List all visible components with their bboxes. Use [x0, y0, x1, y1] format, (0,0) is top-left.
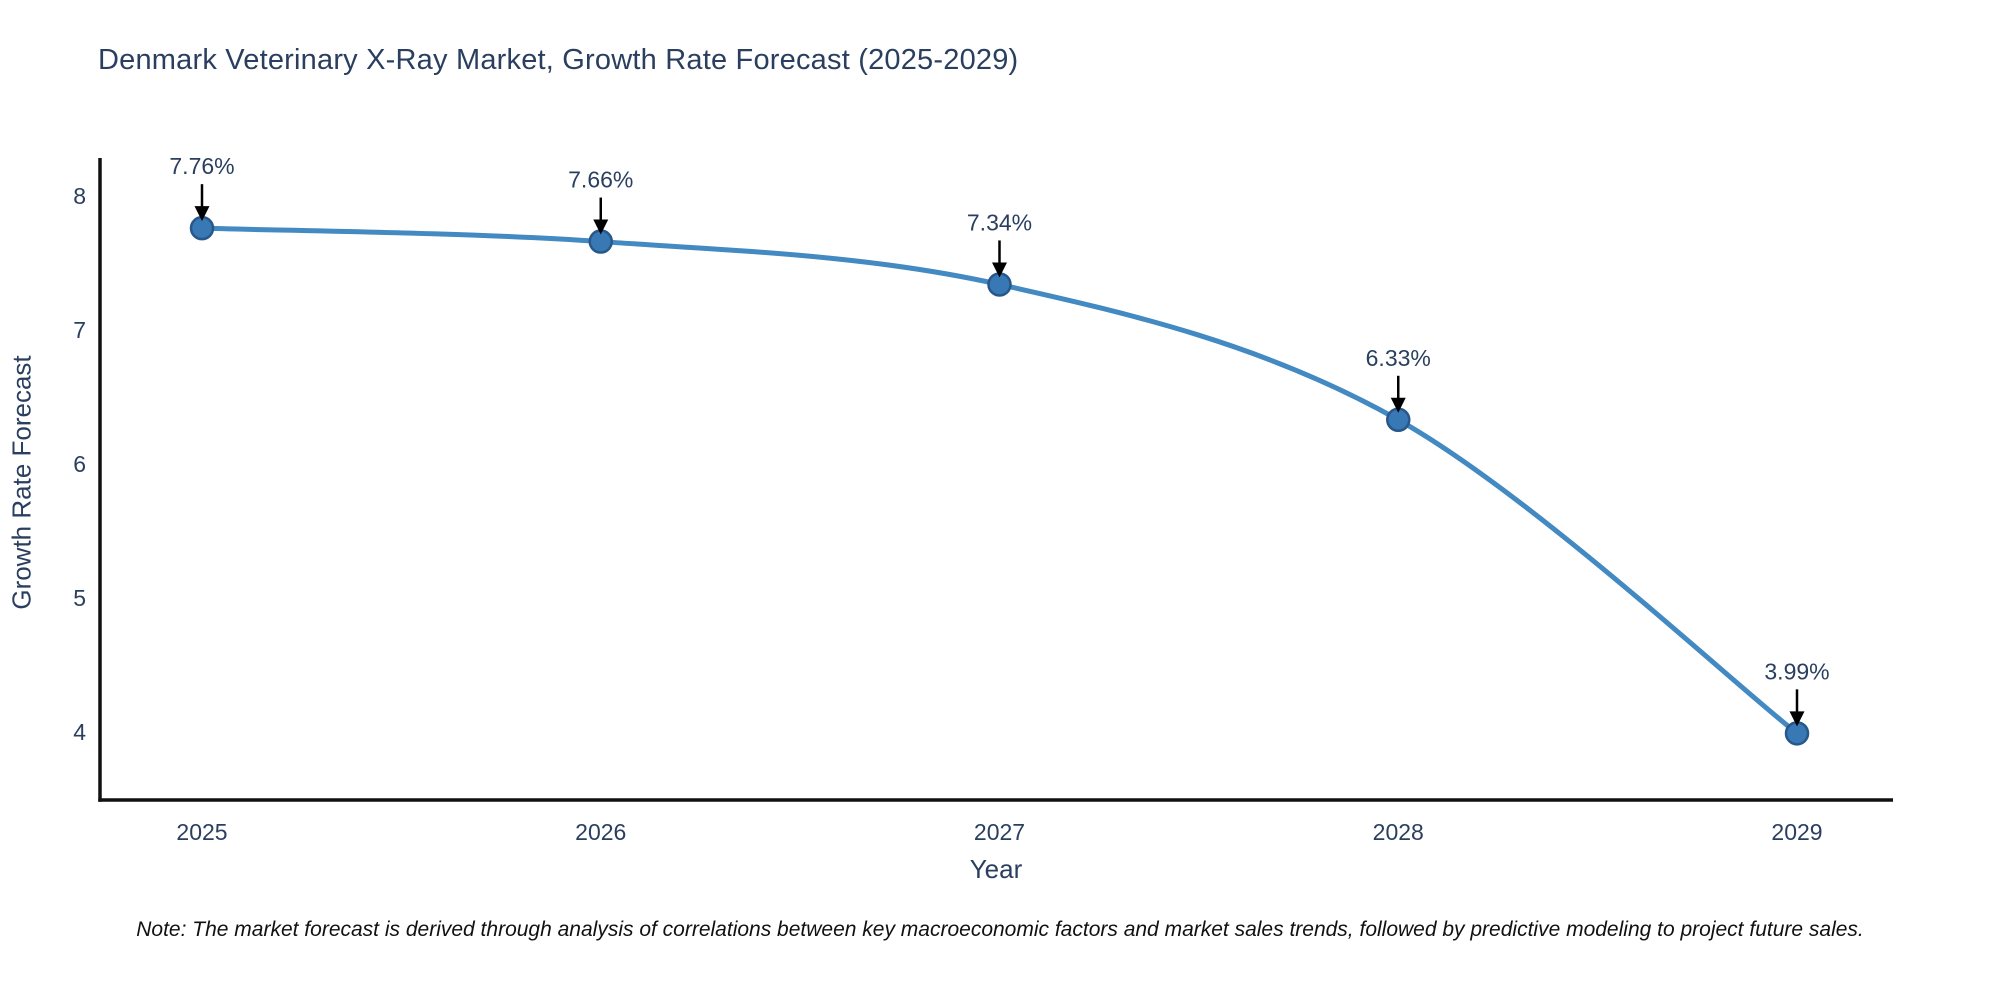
- point-annotation-text: 7.34%: [967, 209, 1032, 235]
- x-tick-label: 2029: [1771, 819, 1822, 845]
- trend-line: [199, 225, 1800, 736]
- y-tick-label: 4: [73, 719, 86, 745]
- y-tick-label: 5: [73, 585, 86, 611]
- x-tick-label: 2025: [176, 819, 227, 845]
- point-annotation-text: 3.99%: [1764, 658, 1829, 684]
- annotation-arrowhead: [992, 262, 1007, 278]
- x-axis-title: Year: [969, 854, 1023, 884]
- x-tick-label: 2027: [974, 819, 1025, 845]
- annotation-arrowhead: [1390, 397, 1406, 413]
- annotation-arrowhead: [593, 219, 609, 235]
- point-annotation-text: 7.76%: [169, 153, 234, 179]
- x-tick-label: 2026: [575, 819, 626, 845]
- y-tick-label: 7: [73, 317, 86, 343]
- point-annotation-text: 6.33%: [1366, 345, 1431, 371]
- point-annotation-text: 7.66%: [568, 167, 633, 193]
- y-tick-label: 8: [73, 183, 86, 209]
- x-tick-label: 2028: [1373, 819, 1424, 845]
- chart-title: Denmark Veterinary X-Ray Market, Growth …: [98, 44, 1019, 76]
- y-tick-label: 6: [73, 451, 86, 477]
- annotation-arrowhead: [1789, 711, 1805, 727]
- footnote: Note: The market forecast is derived thr…: [136, 918, 1864, 941]
- annotation-arrowhead: [194, 206, 210, 222]
